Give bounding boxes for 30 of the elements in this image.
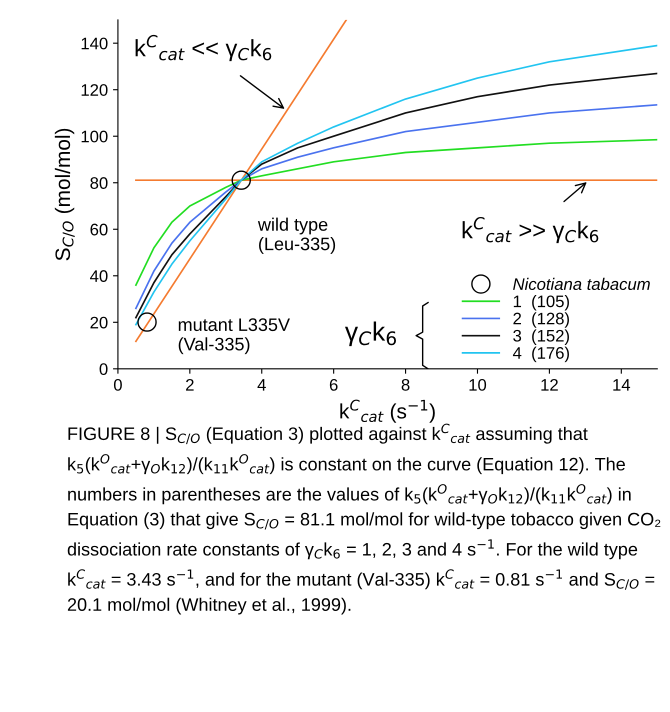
legend-label: 3 (152) (513, 329, 569, 345)
x-tick-label: 8 (402, 378, 410, 391)
y-tick-label: 60 (90, 224, 108, 236)
annotation: wild type (Leu-335) (258, 218, 336, 254)
x-tick-label: 4 (257, 379, 266, 391)
y-tick-label: 20 (90, 316, 108, 328)
annotation: mutant L335V (Val-335) (178, 318, 290, 354)
y-tick-label: 140 (82, 38, 108, 50)
legend-label: Nicotiana tabacum (513, 278, 650, 290)
legend-label: 2 (128) (513, 312, 569, 328)
annotation: k$^{C}$$_{cat}$ >> γ$_{C}$k$_{6}$ (462, 216, 598, 244)
text: FIGURE 8 | S$_{C/O}$ (Equation 3) plotted against k$^{C}$$_{cat}$ assuming that k$_{5}$(k$^{O}$$_{cat}$+γ$_{O}$k$_{12}$)/(k$_{11}$k$^{O}$$_{cat}$) is constant on the curve (Equation 12). The numbers in parentheses are the values of k$_{5}$(k$^{O}$$_{cat}$+γ$_{O}$k$_{12}$)/(k$_{11}$k$^{O}$$_{cat}$) in Equation (3) that give S$_{C/O}$ = 81.1 mol/mol for wild-type tobacco given CO₂ dissociation rate constants of γ$_{C}$k$_{6}$ = 1, 2, 3 and 4 s$^{−1}$. For the wild type k$^{C}$$_{cat}$ = 3.43 s$^{−1}$, and for the mutant (Val-335) k$^{C}$$_{cat}$ = 0.81 s$^{−1}$ and S$_{C/O}$ = 20.1 mol/mol (Whitney et al., 1999). (68, 424, 660, 615)
x-tick-label: 14 (613, 379, 630, 391)
line-series (135, 104, 658, 310)
x-tick-label: 0 (114, 378, 122, 391)
legend-label: 4 (176) (512, 346, 569, 362)
annotation: k$^{C}$$_{cat}$ << γ$_{C}$k$_{6}$ (136, 34, 272, 62)
y-tick-label: 120 (82, 84, 108, 96)
annotation: γ$_{C}$k$_{6}$ (344, 322, 396, 346)
x-tick-label: 2 (186, 378, 194, 391)
x-axis-title: k$^{C}$$_{cat}$ (s$^{−1}$) (340, 400, 435, 423)
y-tick-label: 80 (90, 177, 108, 189)
y-tick-label: 0 (100, 363, 108, 376)
y-axis-title: S$_{C/O}$ (mol/mol) (54, 128, 75, 260)
x-tick-label: 10 (469, 378, 486, 391)
y-tick-label: 100 (82, 130, 108, 142)
x-tick-label: 6 (330, 378, 338, 391)
x-tick-label: 12 (541, 378, 558, 391)
legend-label: 1 (105) (514, 295, 569, 311)
y-tick-label: 40 (90, 270, 108, 282)
